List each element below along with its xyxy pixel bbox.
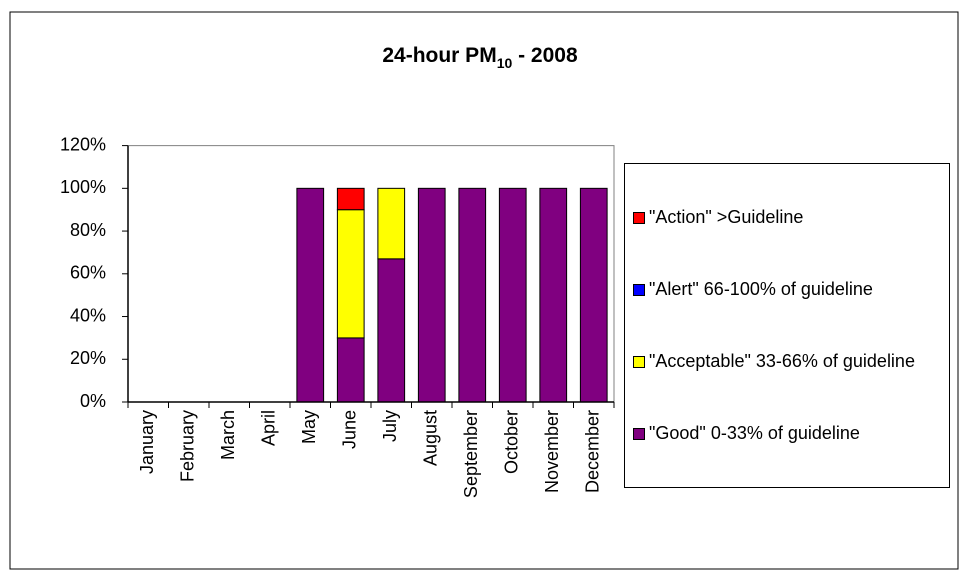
bar-segment <box>336 209 365 339</box>
x-tick-label: March <box>218 410 238 460</box>
bar-segment <box>458 187 487 403</box>
bar-segment <box>377 258 406 403</box>
x-tick-label: July <box>380 410 400 442</box>
legend-entry: "Alert" 66-100% of guideline <box>633 278 945 301</box>
chart-title: 24-hour PM10 - 2008 <box>382 44 578 71</box>
bar-segment <box>377 187 406 260</box>
y-tick-label: 40% <box>70 305 106 325</box>
y-tick-label: 100% <box>60 177 106 197</box>
x-tick-label: April <box>259 410 279 446</box>
x-tick-label: May <box>299 410 319 444</box>
legend-swatch <box>633 355 645 368</box>
x-tick-label: September <box>461 410 481 498</box>
legend-label: "Acceptable" 33-66% of guideline <box>649 350 915 371</box>
x-tick-label: December <box>583 410 603 493</box>
title-suffix: - 2008 <box>512 44 578 67</box>
bar-segment <box>417 187 446 403</box>
legend-label: "Good" 0-33% of guideline <box>649 422 860 443</box>
plot-border <box>128 145 615 402</box>
y-tick-label: 80% <box>70 220 106 240</box>
legend-label: "Alert" 66-100% of guideline <box>649 279 873 300</box>
legend-swatch <box>633 212 645 225</box>
x-tick-label: November <box>542 410 562 493</box>
y-tick-label: 120% <box>60 134 106 154</box>
legend: "Action" >Guideline "Alert" 66-100% of gu… <box>624 163 950 488</box>
bar-segment <box>498 187 527 403</box>
x-tick-label: January <box>137 410 157 474</box>
y-tick-label: 0% <box>80 391 106 411</box>
legend-entry: "Action" >Guideline <box>633 206 945 229</box>
x-tick-label: June <box>340 410 360 449</box>
bar-segment <box>336 187 365 211</box>
legend-entry: "Acceptable" 33-66% of guideline <box>633 350 945 373</box>
bar-segment <box>296 187 325 403</box>
x-tick-label: August <box>421 410 441 466</box>
x-tick-label: February <box>178 410 198 482</box>
x-tick-label: October <box>502 410 522 474</box>
bar-segment <box>579 187 608 403</box>
legend-swatch <box>633 284 645 297</box>
title-main: 24-hour PM <box>382 44 496 67</box>
title-subscript: 10 <box>497 55 513 71</box>
y-tick-label: 20% <box>70 348 106 368</box>
bar-segment <box>336 337 365 403</box>
y-tick-label: 60% <box>70 263 106 283</box>
legend-label: "Action" >Guideline <box>649 207 804 228</box>
legend-swatch <box>633 427 645 440</box>
legend-entry: "Good" 0-33% of guideline <box>633 422 945 445</box>
bar-segment <box>539 187 568 403</box>
